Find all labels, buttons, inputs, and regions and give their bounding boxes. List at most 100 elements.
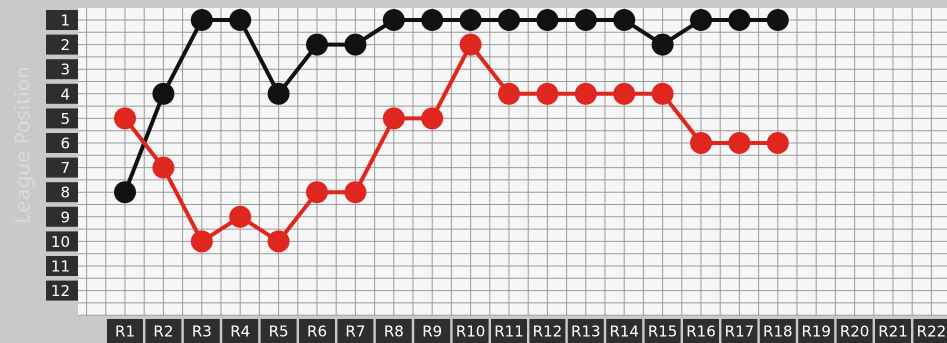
x-tick-label: R17: [725, 323, 755, 341]
x-tick-label: R22: [917, 323, 947, 341]
x-tick-box: [260, 319, 297, 343]
x-tick-box: [567, 319, 604, 343]
y-tick-box: [46, 182, 78, 203]
y-tick: 11: [46, 256, 78, 276]
data-point: [536, 9, 559, 31]
x-tick-box: [683, 319, 719, 343]
y-tick-label: 10: [51, 233, 70, 251]
data-point: [382, 9, 405, 31]
x-tick: R17: [721, 319, 758, 343]
x-tick-box: [107, 319, 143, 343]
y-tick: 6: [46, 133, 78, 153]
x-tick-label: R2: [153, 323, 173, 341]
y-tick-label: 3: [60, 61, 70, 79]
x-tick-label: R12: [533, 323, 563, 341]
data-point: [536, 82, 559, 105]
data-point: [728, 9, 751, 31]
data-point: [267, 230, 290, 253]
x-tick-label: R10: [456, 323, 486, 341]
y-tick: 1: [46, 10, 78, 30]
data-point: [190, 230, 213, 253]
y-tick-label: 1: [60, 12, 70, 30]
y-tick-label: 5: [60, 110, 70, 128]
x-tick: R4: [222, 319, 259, 343]
x-tick-box: [299, 319, 335, 343]
x-tick-label: R13: [571, 323, 601, 341]
x-tick-labels: R1 R2 R3 R4 R5 R6 R7 R8 R9 R10 R11 R12 R13 R14 R15 R16 R…: [107, 319, 947, 343]
series-2: [114, 33, 789, 253]
data-point: [574, 9, 597, 31]
y-tick-label: 6: [60, 135, 70, 153]
x-tick: R14: [606, 319, 643, 343]
data-point: [229, 205, 252, 228]
x-tick-box: [721, 319, 758, 343]
x-tick-label: R21: [878, 323, 908, 341]
data-point: [152, 82, 175, 105]
y-tick-label: 2: [60, 36, 70, 54]
x-tick-label: R6: [307, 323, 327, 341]
y-axis-label: League Position: [11, 66, 35, 223]
x-tick-label: R9: [422, 323, 442, 341]
y-tick-box: [46, 59, 78, 80]
x-tick: R16: [683, 319, 719, 343]
x-tick-box: [913, 319, 947, 343]
x-tick: R20: [836, 319, 873, 343]
x-tick: R15: [644, 319, 681, 343]
data-point: [306, 33, 328, 56]
data-point: [498, 9, 520, 31]
data-point: [306, 181, 328, 204]
y-tick-label: 7: [60, 159, 70, 177]
x-tick: R9: [414, 319, 451, 343]
x-tick: R1: [107, 319, 143, 343]
y-tick-label: 12: [51, 282, 70, 300]
y-tick-box: [46, 83, 78, 104]
x-tick-label: R20: [840, 323, 870, 341]
x-tick-label: R15: [648, 323, 678, 341]
y-tick-label: 11: [51, 258, 70, 276]
x-tick-box: [145, 319, 182, 343]
x-tick-label: R5: [269, 323, 289, 341]
x-tick: R12: [529, 319, 566, 343]
x-tick-label: R11: [494, 323, 524, 341]
x-tick: R19: [798, 319, 835, 343]
x-tick-label: R14: [609, 323, 639, 341]
y-tick-box: [46, 34, 78, 55]
y-tick-box: [46, 280, 78, 301]
x-tick-label: R3: [192, 323, 212, 341]
data-point: [690, 132, 712, 154]
x-tick-label: R7: [345, 323, 365, 341]
y-tick-label: 4: [60, 85, 70, 103]
x-tick-box: [875, 319, 911, 343]
x-tick: R11: [491, 319, 527, 343]
data-point: [690, 9, 712, 31]
y-tick-label: 8: [60, 184, 70, 202]
x-tick: R10: [452, 319, 489, 343]
data-point: [382, 107, 405, 130]
data-point: [114, 181, 136, 204]
data-point: [498, 82, 520, 105]
y-tick-label: 9: [60, 208, 70, 226]
y-tick: 4: [46, 83, 78, 104]
x-tick: R22: [913, 319, 947, 343]
data-point: [651, 33, 674, 56]
x-tick-box: [452, 319, 489, 343]
x-tick-label: R19: [801, 323, 831, 341]
x-tick: R3: [183, 319, 220, 343]
x-tick: R18: [759, 319, 796, 343]
y-tick-box: [46, 10, 78, 30]
x-tick: R13: [567, 319, 604, 343]
y-tick: 12: [46, 280, 78, 301]
x-tick: R2: [145, 319, 182, 343]
data-point: [344, 33, 367, 56]
data-point: [421, 107, 444, 130]
data-point: [421, 9, 444, 31]
x-tick-box: [759, 319, 796, 343]
series-1: [114, 9, 789, 204]
x-tick-box: [606, 319, 643, 343]
y-tick-box: [46, 256, 78, 276]
x-tick-box: [375, 319, 412, 343]
y-tick: 5: [46, 108, 78, 129]
y-tick-box: [46, 108, 78, 129]
